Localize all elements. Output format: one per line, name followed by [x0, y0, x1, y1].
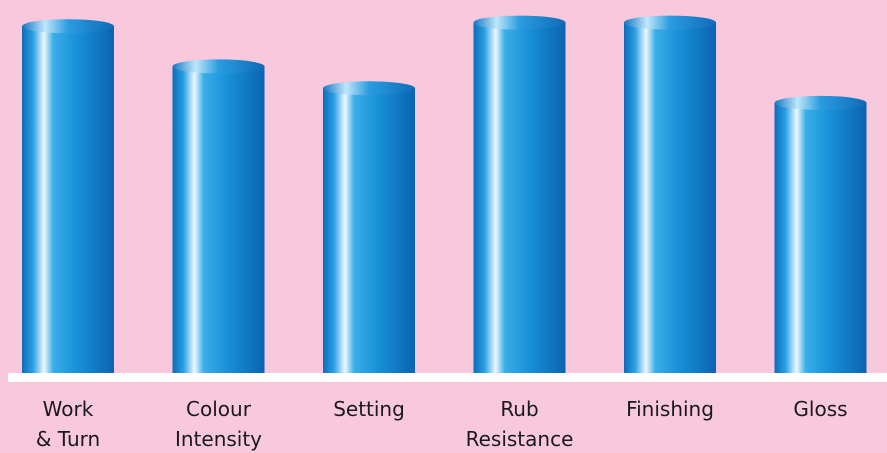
category-label-3: Rub Resistance	[466, 397, 574, 451]
category-label-line: Rub	[500, 397, 538, 421]
bar-cap-3	[473, 15, 566, 30]
bars-layer	[22, 15, 867, 374]
category-labels: Work & Turn Colour Intensity Setting Rub Resis…	[36, 397, 848, 451]
category-label-line: & Turn	[36, 427, 100, 451]
bar-cap-5	[774, 95, 867, 110]
category-label-line: Colour	[186, 397, 252, 421]
category-label-line: Intensity	[175, 427, 262, 451]
category-label-line: Resistance	[466, 427, 574, 451]
category-label-2: Setting	[333, 397, 405, 421]
baseline	[8, 373, 887, 382]
bar-cap-2	[323, 81, 415, 96]
category-label-4: Finishing	[626, 397, 714, 421]
bar-cap-1	[172, 59, 265, 74]
category-label-line: Work	[43, 397, 94, 421]
bar-3	[473, 22, 566, 373]
bar-1	[172, 66, 265, 374]
bar-0	[22, 26, 114, 373]
bar-2	[323, 88, 415, 374]
category-label-line: Setting	[333, 397, 405, 421]
bar-cap-0	[22, 19, 114, 34]
bar-4	[624, 22, 716, 373]
category-label-5: Gloss	[793, 397, 847, 421]
bar-cap-4	[624, 15, 716, 30]
category-label-line: Gloss	[793, 397, 847, 421]
bar-5	[774, 102, 867, 374]
category-label-1: Colour Intensity	[175, 397, 262, 451]
category-label-line: Finishing	[626, 397, 714, 421]
category-label-0: Work & Turn	[36, 397, 100, 451]
